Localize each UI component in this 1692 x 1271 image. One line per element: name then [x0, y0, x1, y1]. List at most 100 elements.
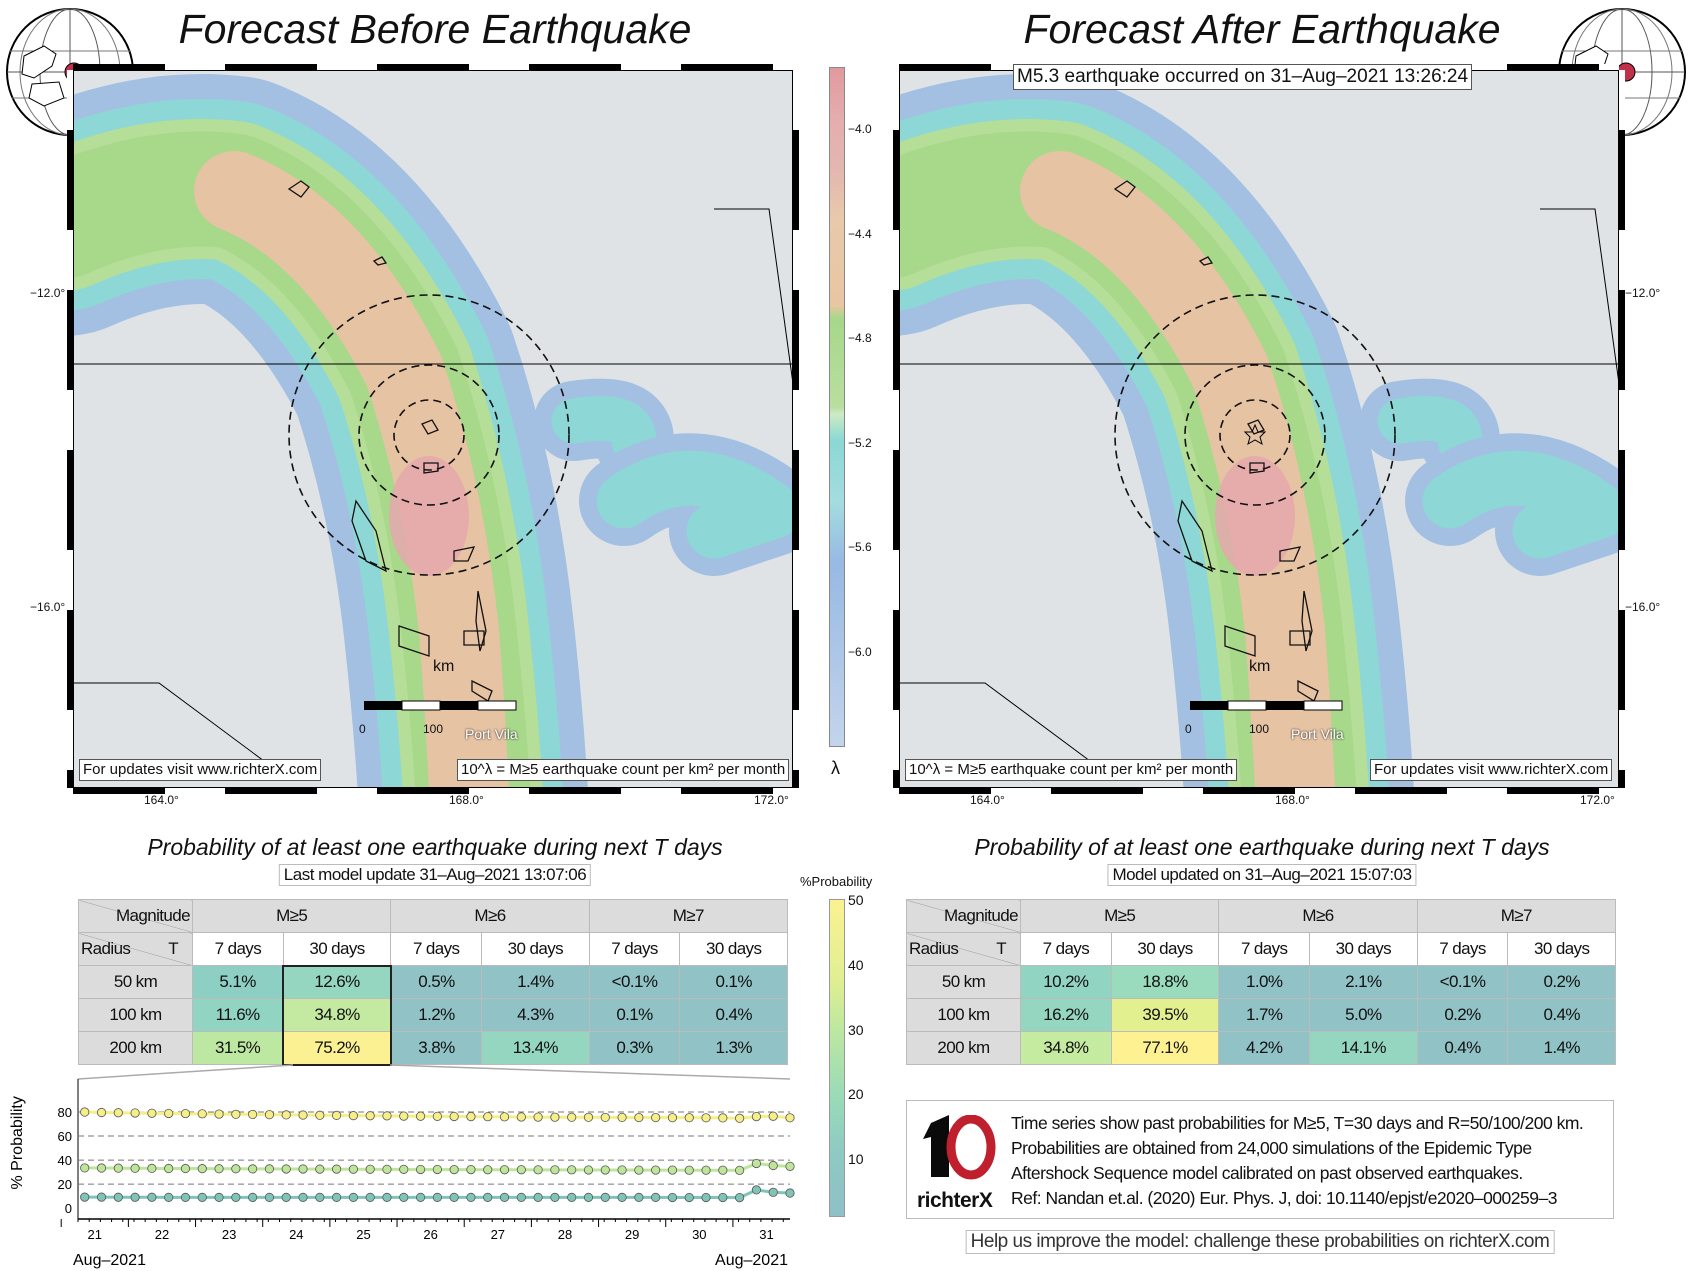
series-point	[298, 1164, 308, 1174]
series-point	[130, 1192, 140, 1202]
forecast-map-before[interactable]	[73, 70, 793, 788]
lon-tick: 164.0°	[144, 793, 179, 807]
series-point	[768, 1187, 778, 1197]
probability-cell: 16.2%	[1020, 998, 1112, 1032]
series-point	[785, 1113, 795, 1123]
series-point	[214, 1192, 224, 1202]
epicenter-star-icon	[1243, 423, 1267, 446]
series-point	[550, 1192, 560, 1202]
series-point	[80, 1163, 90, 1173]
x-tick-label: 24	[289, 1227, 303, 1242]
series-point	[735, 1165, 745, 1175]
probability-cell: 77.1%	[1110, 1031, 1220, 1065]
y-tick-label: 0	[65, 1201, 72, 1216]
updates-link-right[interactable]: For updates visit www.richterX.com	[1370, 759, 1613, 781]
series-point	[483, 1165, 493, 1175]
probability-cell: 13.4%	[481, 1031, 590, 1065]
right-table-subtitle: Model updated on 31–Aug–2021 15:07:03	[1107, 864, 1417, 886]
period-col-header: 30 days	[1309, 932, 1418, 966]
series-point	[768, 1160, 778, 1171]
probability-cell: 0.2%	[1507, 965, 1616, 999]
series-point	[617, 1112, 627, 1123]
series-point	[80, 1192, 90, 1202]
period-col-header: 7 days	[192, 932, 284, 966]
x-tick-label: 22	[155, 1227, 169, 1242]
series-point	[466, 1111, 476, 1122]
richterx-logo-icon	[923, 1115, 996, 1180]
series-point	[751, 1158, 762, 1169]
magnitude-col-header: M≥5	[1019, 899, 1220, 933]
y-tick-label: 60	[58, 1129, 72, 1144]
series-point	[483, 1192, 493, 1202]
magnitude-col-header: M≥6	[390, 899, 590, 933]
series-point	[583, 1112, 594, 1122]
radius-header: Radius T	[78, 932, 193, 966]
series-point	[180, 1192, 191, 1202]
magnitude-header: Magnitude	[906, 899, 1021, 933]
series-point	[415, 1164, 426, 1175]
series-point	[130, 1108, 140, 1118]
scale-unit-left: km	[433, 658, 455, 675]
help-link[interactable]: Help us improve the model: challenge the…	[965, 1230, 1555, 1254]
radius-cell: 100 km	[906, 998, 1021, 1032]
info-line: Ref: Nandan et.al. (2020) Eur. Phys. J, …	[1011, 1188, 1557, 1208]
scale-tick-100-right: 100	[1249, 722, 1270, 736]
probability-cell[interactable]: 12.6%	[282, 964, 392, 999]
event-note: M5.3 earthquake occurred on 31–Aug–2021 …	[1013, 64, 1473, 90]
probability-cell: 0.5%	[390, 965, 483, 999]
lambda-label: λ	[831, 758, 840, 778]
prob-colorbar-tick: 50	[848, 892, 864, 908]
period-col-header: 7 days	[1416, 932, 1509, 966]
series-point	[600, 1165, 610, 1175]
probability-cell[interactable]: 75.2%	[282, 1031, 392, 1066]
table-row: 100 km 11.6% 34.8% 1.2% 4.3% 0.1% 0.4%	[78, 998, 788, 1032]
series-point	[735, 1193, 745, 1203]
series-point	[701, 1165, 711, 1175]
scale-tick-100-left: 100	[423, 722, 444, 736]
lat-tick-right: −16.0°	[1625, 600, 1661, 614]
series-point	[96, 1192, 107, 1202]
probability-cell: 1.7%	[1218, 998, 1311, 1032]
series-point	[466, 1192, 476, 1202]
series-point	[332, 1192, 342, 1202]
lon-tick: 168.0°	[449, 793, 484, 807]
probability-cell: 11.6%	[192, 998, 284, 1032]
radius-header: Radius T	[906, 932, 1021, 966]
rate-map-svg	[900, 74, 1618, 787]
period-col-header: 7 days	[1218, 932, 1311, 966]
series-point	[432, 1192, 442, 1202]
series-point	[533, 1165, 543, 1175]
rate-map-svg	[74, 74, 792, 787]
probability-cell[interactable]: 34.8%	[282, 998, 392, 1032]
table-row: 50 km 10.2% 18.8% 1.0% 2.1% <0.1% 0.2%	[906, 965, 1616, 999]
probability-table-after: Magnitude M≥5 M≥6 M≥7 Radius T 7 days 30 days 7 …	[906, 899, 1617, 1065]
series-point	[583, 1192, 594, 1202]
scale-bar	[364, 700, 517, 711]
series-point	[634, 1165, 644, 1175]
series-point	[231, 1109, 241, 1119]
probability-cell: 2.1%	[1309, 965, 1418, 999]
probability-cell: 0.4%	[1416, 1031, 1509, 1065]
probability-cell: 0.2%	[1416, 998, 1509, 1032]
series-point	[651, 1192, 661, 1202]
series-point	[365, 1111, 375, 1121]
series-point	[583, 1165, 594, 1175]
prob-colorbar-label: %Probability	[800, 874, 873, 889]
info-line: Probabilities are obtained from 24,000 s…	[1011, 1138, 1532, 1158]
scale-unit-right: km	[1249, 658, 1271, 675]
lat-tick-left: −12.0°	[30, 286, 66, 300]
probability-cell: 0.1%	[588, 998, 681, 1032]
series-point	[164, 1163, 174, 1174]
forecast-map-after[interactable]	[899, 70, 1619, 788]
period-col-header: 30 days	[1110, 932, 1220, 966]
series-point	[248, 1109, 258, 1120]
updates-link-left[interactable]: For updates visit www.richterX.com	[79, 759, 322, 781]
series-point	[667, 1192, 678, 1203]
rate-legend-note-right: 10^λ = M≥5 earthquake count per km² per …	[905, 759, 1238, 781]
radius-cell: 50 km	[78, 965, 193, 999]
probability-cell: 31.5%	[192, 1031, 284, 1065]
series-point	[634, 1112, 644, 1123]
series-point	[718, 1192, 728, 1203]
right-table-title: Probability of at least one earthquake d…	[974, 834, 1550, 860]
series-point	[684, 1165, 694, 1175]
